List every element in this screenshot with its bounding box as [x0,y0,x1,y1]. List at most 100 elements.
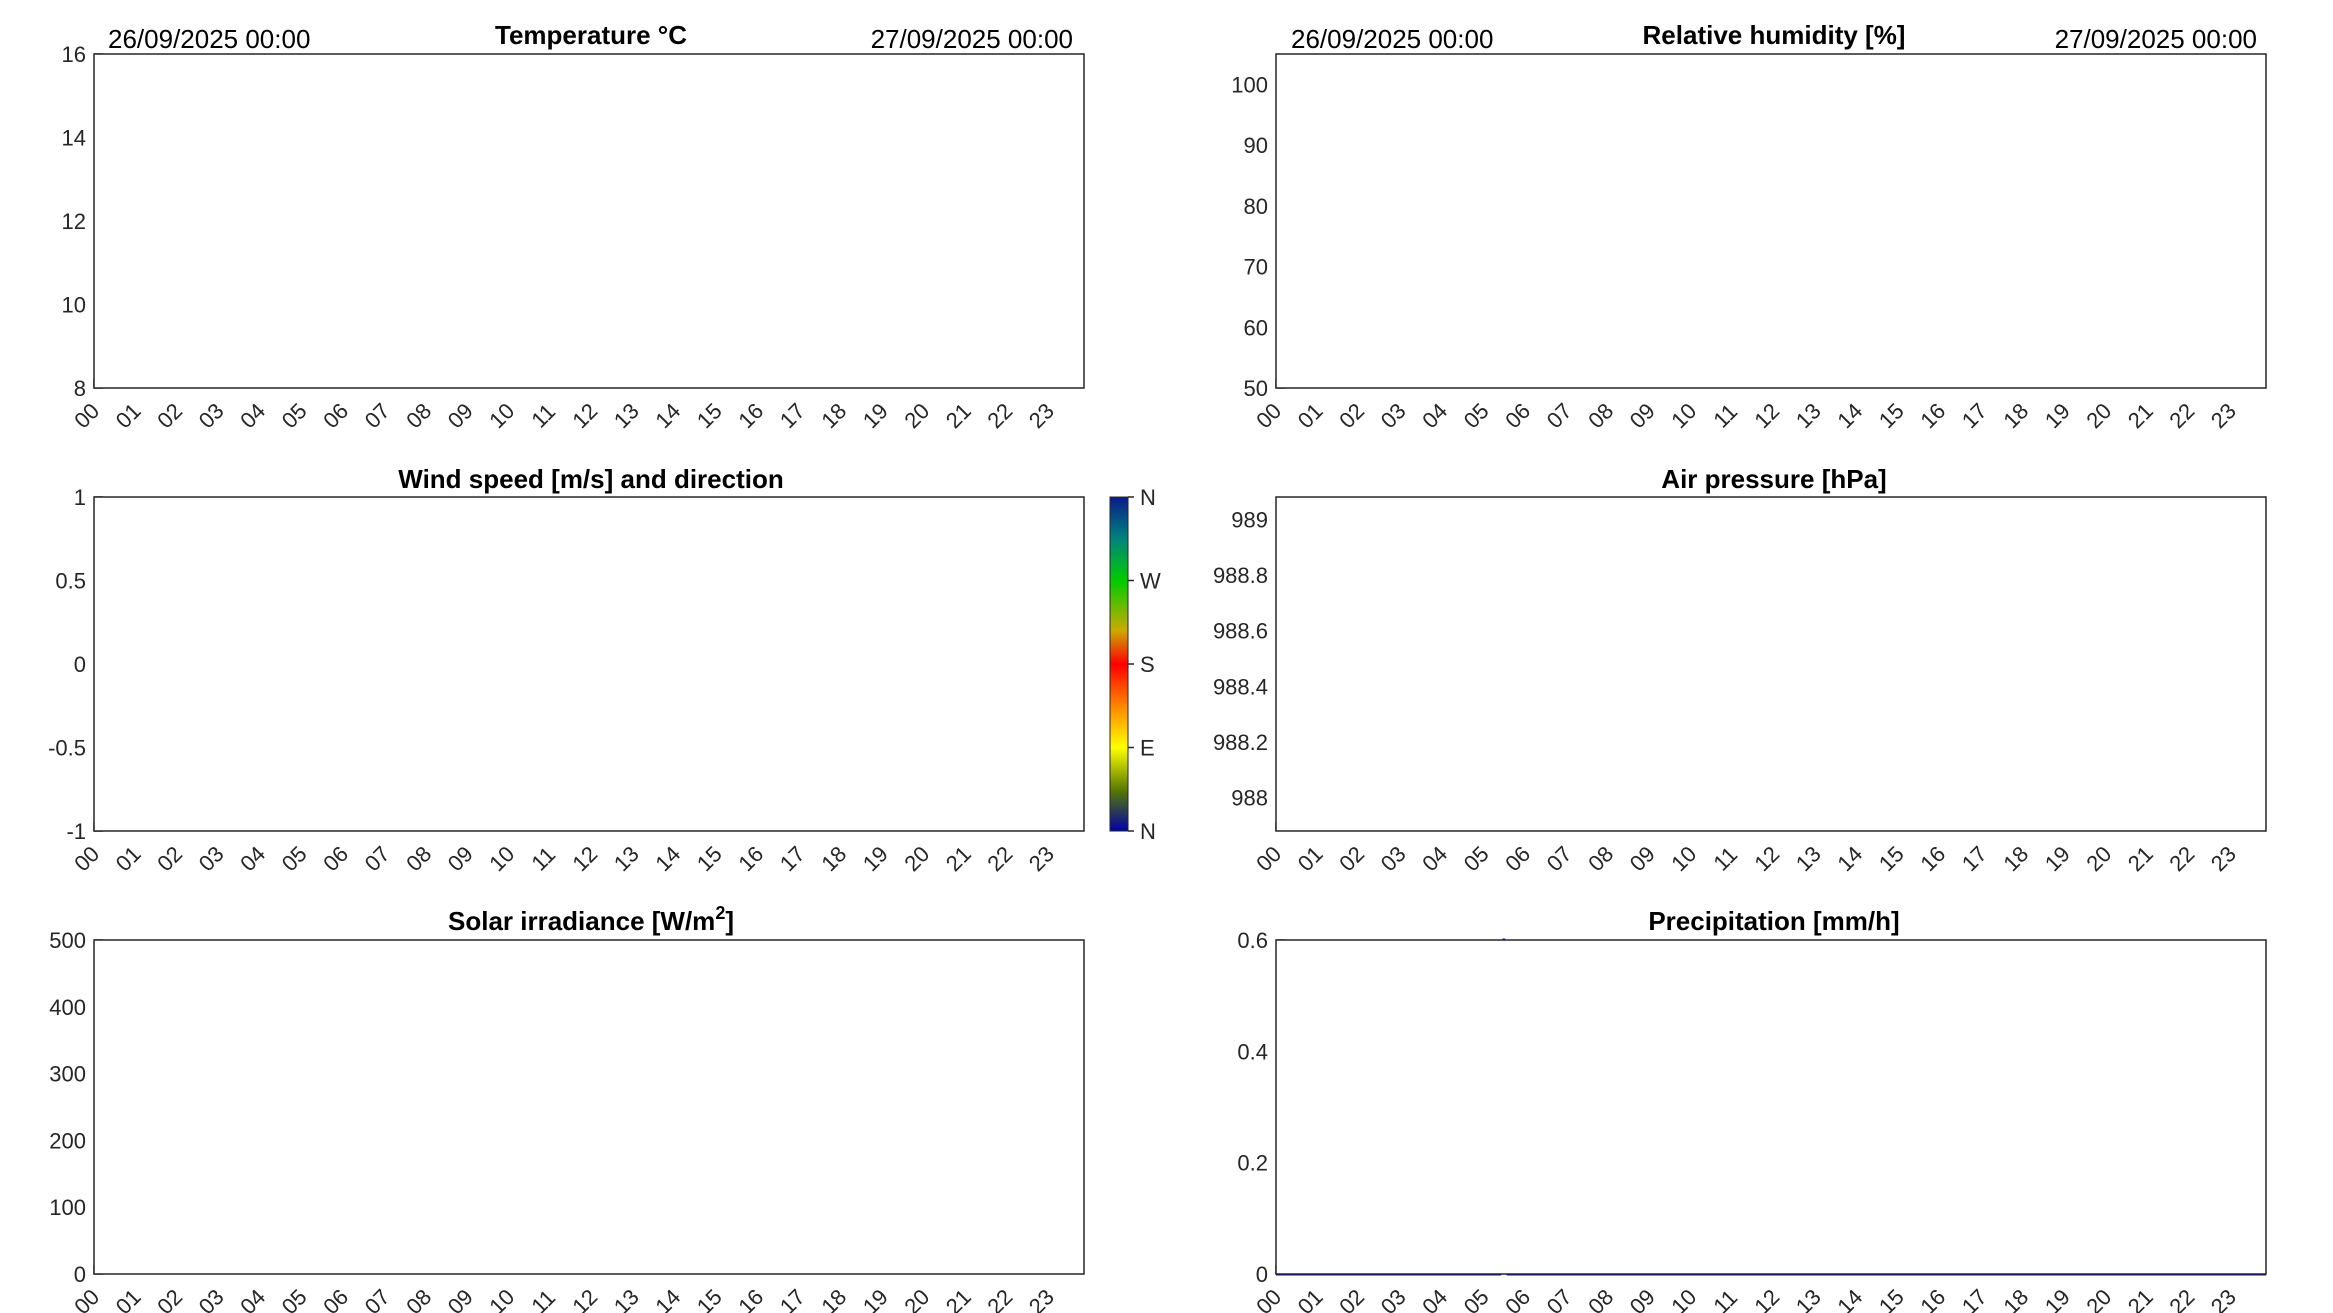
x-tick-label: 15 [692,1284,727,1313]
x-tick-label: 10 [1666,398,1701,433]
x-tick-label: 04 [1417,398,1452,433]
plot-frame [1275,496,2267,832]
x-tick-label: 21 [941,398,976,433]
x-tick-label: 09 [443,841,478,876]
x-tick-label: 18 [816,1284,851,1313]
x-tick-label: 09 [443,1284,478,1313]
x-tick-label: 22 [982,841,1017,876]
y-tick-label: 0 [1256,1262,1268,1287]
x-tick-label: 09 [1625,1284,1660,1313]
y-tick-label: -1 [66,819,86,844]
x-tick-label: 09 [443,398,478,433]
y-tick-label: -0.5 [48,736,86,761]
x-tick-label: 01 [111,1284,146,1313]
x-tick-label: 17 [1957,398,1992,433]
x-tick-label: 20 [899,841,934,876]
y-tick-label: 989 [1231,507,1268,532]
plot-frame [93,53,1085,389]
x-tick-label: 23 [1024,1284,1059,1313]
y-tick-label: 14 [62,126,86,151]
x-tick-label: 01 [1293,1284,1328,1313]
x-tick-label: 06 [318,398,353,433]
colorbar-label: E [1140,736,1155,761]
x-tick-label: 08 [401,841,436,876]
x-tick-label: 02 [152,1284,187,1313]
x-tick-label: 01 [111,841,146,876]
x-tick-label: 14 [650,841,685,876]
x-tick-label: 03 [194,398,229,433]
wind-panel: Wind speed [m/s] and direction -1 -0.5 0 0.… [48,464,1161,876]
x-tick-label: 12 [567,398,602,433]
x-tick-label: 14 [1832,841,1867,876]
x-tick-label: 19 [858,841,893,876]
x-tick-label: 13 [609,398,644,433]
y-tick-label: 10 [62,293,86,318]
solar-chart-title: Solar irradiance [W/m2] [448,903,734,936]
x-tick-label: 15 [692,841,727,876]
x-tick-label: 17 [1957,841,1992,876]
y-tick-label: 0 [74,652,86,677]
x-tick-label: 03 [194,841,229,876]
x-tick-label: 14 [650,398,685,433]
x-tick-label: 16 [733,1284,768,1313]
x-tick-label: 13 [1791,398,1826,433]
rh-date-left: 26/09/2025 00:00 [1291,24,1493,54]
y-tick-label: 100 [49,1195,86,1220]
temperature-panel: 26/09/2025 00:00 27/09/2025 00:00 Temper… [62,20,1085,433]
x-tick-label: 22 [2164,398,2199,433]
x-tick-label: 19 [2040,1284,2075,1313]
x-tick-label: 11 [526,399,560,433]
x-tick-label: 10 [484,1284,519,1313]
x-tick-label: 07 [1542,1284,1577,1313]
x-tick-label: 00 [1251,1284,1286,1313]
pressure-panel: Air pressure [hPa] 988988.2988.4988.6988… [1213,464,2267,876]
x-tick-label: 07 [1542,398,1577,433]
x-tick-label: 19 [858,398,893,433]
colorbar-label: N [1140,819,1156,844]
x-tick-label: 18 [816,398,851,433]
x-tick-label: 20 [2081,398,2116,433]
x-tick-label: 08 [1583,1284,1618,1313]
x-tick-label: 01 [111,398,146,433]
y-tick-label: 988.8 [1213,563,1268,588]
x-tick-label: 14 [1832,398,1867,433]
x-tick-label: 20 [899,398,934,433]
x-tick-label: 10 [1666,1284,1701,1313]
humidity-panel: 26/09/2025 00:00 27/09/2025 00:00 Relati… [1231,20,2267,433]
x-tick-label: 12 [1749,841,1784,876]
x-tick-label: 05 [277,841,312,876]
x-tick-label: 14 [1832,1284,1867,1313]
x-tick-label: 02 [1334,1284,1369,1313]
y-tick-label: 988.4 [1213,674,1268,699]
x-tick-label: 07 [1542,841,1577,876]
pressure-chart-title: Air pressure [hPa] [1661,464,1886,494]
x-tick-label: 20 [899,1284,934,1313]
x-tick-label: 00 [69,841,104,876]
solar-panel: Solar irradiance [W/m2] 0100200300400500… [49,903,1085,1313]
y-tick-label: 1 [74,485,86,510]
x-tick-label: 03 [1376,841,1411,876]
x-tick-label: 07 [360,1284,395,1313]
x-tick-label: 22 [982,398,1017,433]
x-tick-label: 19 [2040,398,2075,433]
x-tick-label: 05 [1459,841,1494,876]
x-tick-label: 15 [692,398,727,433]
precip-chart-title: Precipitation [mm/h] [1648,906,1899,936]
x-tick-label: 11 [526,842,560,876]
y-tick-label: 70 [1244,255,1268,280]
y-tick-label: 50 [1244,376,1268,401]
y-tick-label: 90 [1244,133,1268,158]
x-tick-label: 06 [1500,398,1535,433]
x-tick-label: 00 [1251,398,1286,433]
x-tick-label: 06 [318,1284,353,1313]
y-tick-label: 300 [49,1062,86,1087]
x-tick-label: 13 [1791,841,1826,876]
x-tick-label: 08 [401,398,436,433]
x-tick-label: 23 [1024,398,1059,433]
x-tick-label: 21 [941,841,976,876]
x-tick-label: 00 [69,1284,104,1313]
x-tick-label: 08 [401,1284,436,1313]
